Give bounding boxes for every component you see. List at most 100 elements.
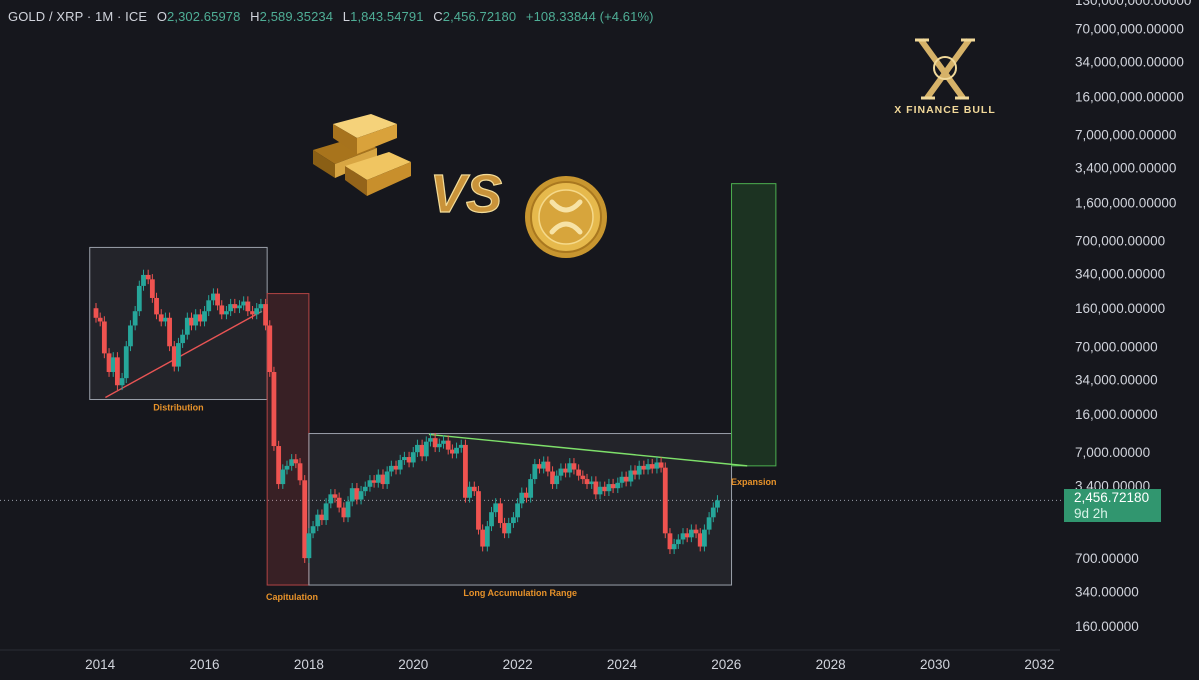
- candle: [215, 293, 220, 306]
- symbol-header: GOLD / XRP · 1M · ICE O2,302.65978 H2,58…: [8, 9, 654, 24]
- candle: [397, 460, 403, 470]
- candle: [662, 467, 668, 534]
- candle: [654, 462, 660, 469]
- candle: [658, 462, 664, 468]
- candle: [589, 481, 595, 485]
- candle: [706, 517, 712, 530]
- brand-block: X FINANCE BULL: [870, 38, 1020, 116]
- candle: [710, 507, 716, 518]
- low-key: L: [342, 9, 351, 24]
- close-value: 2,456.72180: [442, 9, 517, 24]
- candle: [419, 444, 425, 457]
- candle: [597, 486, 603, 495]
- low-value: 1,843.54791: [350, 9, 424, 24]
- open-value: 2,302.65978: [167, 9, 241, 24]
- y-tick-label: 130,000,000.00000: [1075, 0, 1191, 8]
- candle: [715, 500, 720, 508]
- candle: [632, 470, 638, 475]
- candle: [93, 308, 99, 318]
- candle: [432, 438, 438, 448]
- candle: [610, 484, 616, 489]
- svg-text:VS: VS: [430, 164, 502, 224]
- candle: [250, 311, 255, 315]
- annotation-label: Long Accumulation Range: [463, 588, 577, 598]
- candle: [436, 443, 442, 448]
- candle: [545, 461, 551, 472]
- candle: [563, 468, 569, 473]
- candle: [454, 447, 459, 454]
- candle: [276, 446, 282, 485]
- candle: [445, 440, 451, 450]
- change-value: +108.33844 (+4.61%): [525, 9, 654, 24]
- candle: [615, 482, 621, 489]
- candle: [515, 503, 521, 518]
- candle: [480, 529, 486, 547]
- x-tick-label: 2016: [190, 657, 220, 672]
- bar-countdown: 9d 2h: [1074, 506, 1108, 521]
- candle: [193, 314, 199, 326]
- candle: [206, 300, 212, 312]
- candle: [702, 529, 707, 547]
- candle: [532, 464, 538, 480]
- y-tick-label: 3,400,000.00000: [1075, 161, 1176, 176]
- zone-expansion: [731, 183, 777, 467]
- candle: [467, 486, 472, 498]
- y-tick-label: 70,000,000.00000: [1075, 21, 1184, 36]
- candle: [323, 503, 329, 521]
- candle: [176, 343, 181, 367]
- candle: [693, 529, 699, 534]
- candle: [384, 471, 390, 485]
- candle: [106, 353, 112, 373]
- candle: [202, 311, 207, 322]
- candle: [697, 533, 703, 547]
- candle: [558, 468, 564, 476]
- annotation-label: Expansion: [731, 477, 777, 487]
- candle: [680, 533, 686, 540]
- candle: [163, 317, 168, 322]
- last-price-label[interactable]: 2,456.72180 9d 2h: [1064, 489, 1161, 522]
- y-tick-label: 700,000.00000: [1075, 233, 1165, 248]
- candle: [636, 465, 642, 475]
- candle: [197, 314, 203, 322]
- candle: [358, 491, 364, 500]
- candle: [537, 464, 542, 469]
- candle: [211, 293, 216, 301]
- candle: [224, 311, 229, 315]
- candle: [497, 503, 503, 524]
- x-tick-label: 2032: [1024, 657, 1054, 672]
- candle: [149, 279, 155, 298]
- candle: [576, 469, 582, 476]
- y-tick-label: 70,000.00000: [1075, 339, 1158, 354]
- candle: [580, 475, 586, 480]
- candle: [476, 491, 481, 530]
- x-tick-label: 2022: [503, 657, 533, 672]
- candle: [349, 488, 355, 502]
- symbol-title[interactable]: GOLD / XRP · 1M · ICE: [8, 9, 148, 24]
- candle: [401, 457, 407, 461]
- candle: [114, 357, 120, 386]
- candle: [110, 357, 116, 373]
- candle: [641, 465, 647, 470]
- candle: [328, 494, 334, 504]
- y-tick-label: 34,000.00000: [1075, 372, 1158, 387]
- candle: [232, 304, 238, 309]
- y-tick-label: 160.00000: [1075, 619, 1139, 634]
- x-tick-label: 2024: [607, 657, 638, 672]
- candle: [688, 529, 694, 538]
- candle: [123, 346, 129, 379]
- candle: [302, 480, 308, 559]
- candle: [362, 486, 368, 492]
- candle: [245, 301, 251, 312]
- y-tick-label: 160,000.00000: [1075, 301, 1165, 316]
- candle: [267, 325, 273, 373]
- candle: [393, 465, 399, 470]
- candle: [284, 465, 290, 470]
- candle: [97, 317, 103, 322]
- candle: [280, 469, 286, 485]
- annotation-label: Capitulation: [266, 592, 318, 602]
- candle: [441, 440, 446, 444]
- open-key: O: [156, 9, 168, 24]
- candle: [406, 457, 412, 463]
